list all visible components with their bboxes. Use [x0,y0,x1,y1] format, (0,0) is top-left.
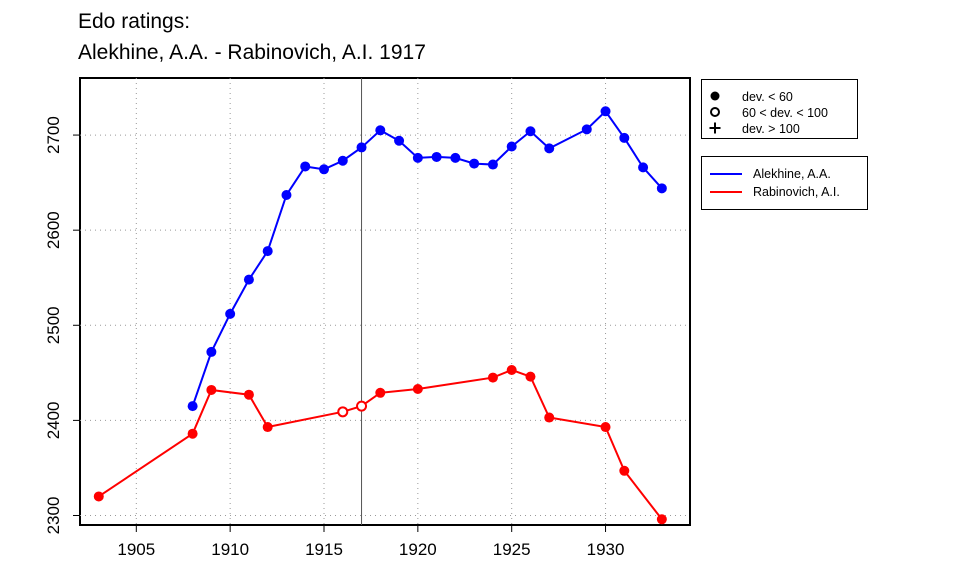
data-point [319,164,329,175]
data-point-open [356,400,368,412]
legend-label: Alekhine, A.A. [753,167,831,181]
data-point [656,514,667,525]
data-point [93,491,104,502]
legend-label: dev. > 100 [742,122,800,136]
chart-title: Edo ratings: [78,10,191,33]
legend-label: 60 < dev. < 100 [742,106,828,120]
chart-subtitle: Alekhine, A.A. - Rabinovich, A.I. 1917 [78,41,426,64]
plus-icon [709,122,721,134]
data-point [281,189,292,200]
series-rabinovich [93,364,667,525]
data-point [525,371,536,382]
red-line-swatch [710,191,742,193]
data-point [300,161,311,172]
series-line [98,368,663,520]
y-tick-label: 2400 [44,401,63,439]
data-point [600,422,611,433]
data-point [506,364,517,375]
y-tick-label: 2600 [44,211,63,249]
data-point [506,141,517,152]
data-point [581,124,592,135]
data-point-open [337,406,349,418]
data-point [450,152,461,163]
filled-circle-icon [710,91,720,101]
data-point [262,246,273,257]
data-point [619,465,630,476]
legend-label: Rabinovich, A.I. [753,185,840,199]
data-point [225,308,236,319]
data-point [487,372,498,383]
series-layer [93,106,667,525]
legend-row-dev-mid: 60 < dev. < 100 [702,105,857,121]
x-tick-label: 1930 [587,540,625,559]
data-point [638,162,649,173]
x-tick-label: 1925 [493,540,531,559]
data-point [206,384,217,395]
data-point [544,412,555,423]
data-point [487,159,498,170]
deviation-legend: dev. < 60 60 < dev. < 100 dev. > 100 [701,79,858,139]
x-tick-label: 1920 [399,540,437,559]
open-circle-icon [710,107,720,117]
data-point [431,151,442,162]
x-axis: 1905 1910 1915 1920 1925 1930 [117,525,624,559]
x-tick-label: 1910 [211,540,249,559]
y-tick-label: 2300 [44,497,63,535]
legend-row-dev-high: dev. > 100 [702,121,857,137]
data-point [243,389,254,400]
data-point [619,132,630,143]
data-point [375,125,386,136]
legend-label: dev. < 60 [742,90,793,104]
data-point [412,152,423,163]
series-legend: Alekhine, A.A. Rabinovich, A.I. [701,156,868,210]
data-point [412,383,423,394]
data-point [206,346,217,357]
data-point [394,135,405,146]
x-tick-label: 1915 [305,540,343,559]
legend-row-dev-low: dev. < 60 [702,89,857,105]
legend-row-alekhine: Alekhine, A.A. [702,166,867,182]
y-axis: 2300 2400 2500 2600 2700 [44,116,80,534]
series-alekhine [187,106,667,412]
data-point [187,401,198,412]
y-tick-label: 2700 [44,116,63,154]
data-point [544,143,555,154]
gridlines [80,78,690,525]
data-point [656,183,667,194]
data-point [262,422,273,433]
data-point [337,155,348,166]
data-point [375,387,386,398]
data-point [525,126,536,137]
y-tick-label: 2500 [44,306,63,344]
plot-frame [79,77,691,526]
legend-row-rabinovich: Rabinovich, A.I. [702,184,867,200]
data-point [243,274,254,285]
data-point [356,142,367,153]
x-tick-label: 1905 [117,540,155,559]
data-point [469,158,480,169]
data-point [600,106,611,117]
data-point [187,428,198,439]
blue-line-swatch [710,173,742,175]
series-line [191,109,663,407]
